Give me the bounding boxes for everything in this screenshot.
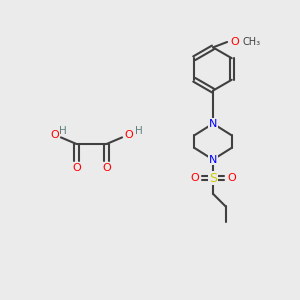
Text: O: O <box>102 163 111 173</box>
Text: N: N <box>209 154 217 165</box>
Text: O: O <box>50 130 59 140</box>
Text: H: H <box>59 126 67 136</box>
Text: CH₃: CH₃ <box>242 37 260 47</box>
Text: O: O <box>190 173 199 183</box>
Text: N: N <box>209 118 217 129</box>
Text: O: O <box>231 37 240 47</box>
Text: O: O <box>227 173 236 183</box>
Text: O: O <box>72 163 81 173</box>
Text: O: O <box>124 130 133 140</box>
Text: H: H <box>135 126 142 136</box>
Text: S: S <box>209 172 217 185</box>
